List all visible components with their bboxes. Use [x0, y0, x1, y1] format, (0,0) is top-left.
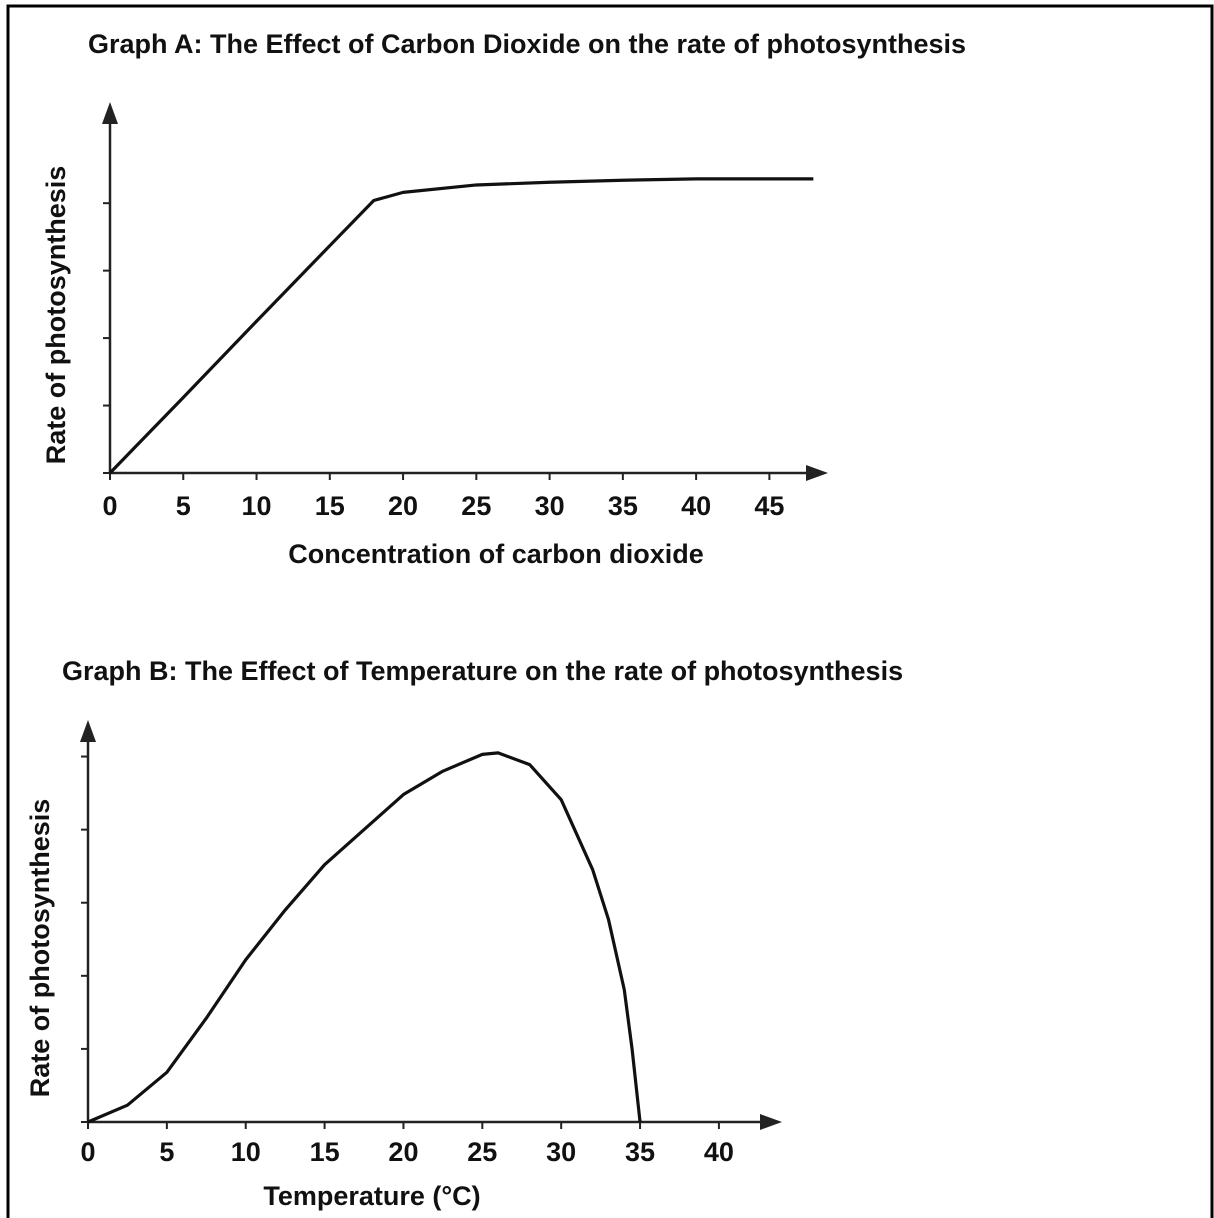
x-tick-label: 40: [681, 491, 711, 521]
x-axis-label: Concentration of carbon dioxide: [288, 539, 704, 569]
x-tick-label: 10: [242, 491, 272, 521]
x-tick-label: 40: [704, 1137, 734, 1167]
x-tick-label: 25: [461, 491, 491, 521]
y-arrow: [102, 102, 118, 124]
x-tick-label: 35: [608, 491, 638, 521]
x-tick-label: 0: [80, 1137, 95, 1167]
x-tick-label: 30: [546, 1137, 576, 1167]
x-tick-label: 10: [231, 1137, 261, 1167]
x-tick-label: 35: [625, 1137, 655, 1167]
chart-title: Graph B: The Effect of Temperature on th…: [62, 656, 903, 686]
y-arrow: [80, 720, 96, 742]
frame: [6, 4, 1214, 1218]
y-axis-label: Rate of photosynthesis: [25, 799, 55, 1098]
x-arrow: [760, 1114, 782, 1130]
x-tick-label: 20: [388, 1137, 418, 1167]
x-tick-label: 45: [754, 491, 784, 521]
x-tick-label: 15: [315, 491, 345, 521]
curve: [108, 177, 814, 475]
chart-title: Graph A: The Effect of Carbon Dioxide on…: [88, 29, 966, 59]
x-tick-label: 15: [310, 1137, 340, 1167]
curve: [87, 751, 642, 1124]
x-tick-label: 25: [467, 1137, 497, 1167]
y-axis-label: Rate of photosynthesis: [41, 166, 71, 465]
x-tick-label: 0: [102, 491, 117, 521]
x-tick-label: 5: [159, 1137, 174, 1167]
x-tick-label: 5: [176, 491, 191, 521]
x-arrow: [806, 465, 828, 481]
x-axis-label: Temperature (°C): [263, 1181, 480, 1211]
x-tick-label: 20: [388, 491, 418, 521]
x-tick-label: 30: [535, 491, 565, 521]
